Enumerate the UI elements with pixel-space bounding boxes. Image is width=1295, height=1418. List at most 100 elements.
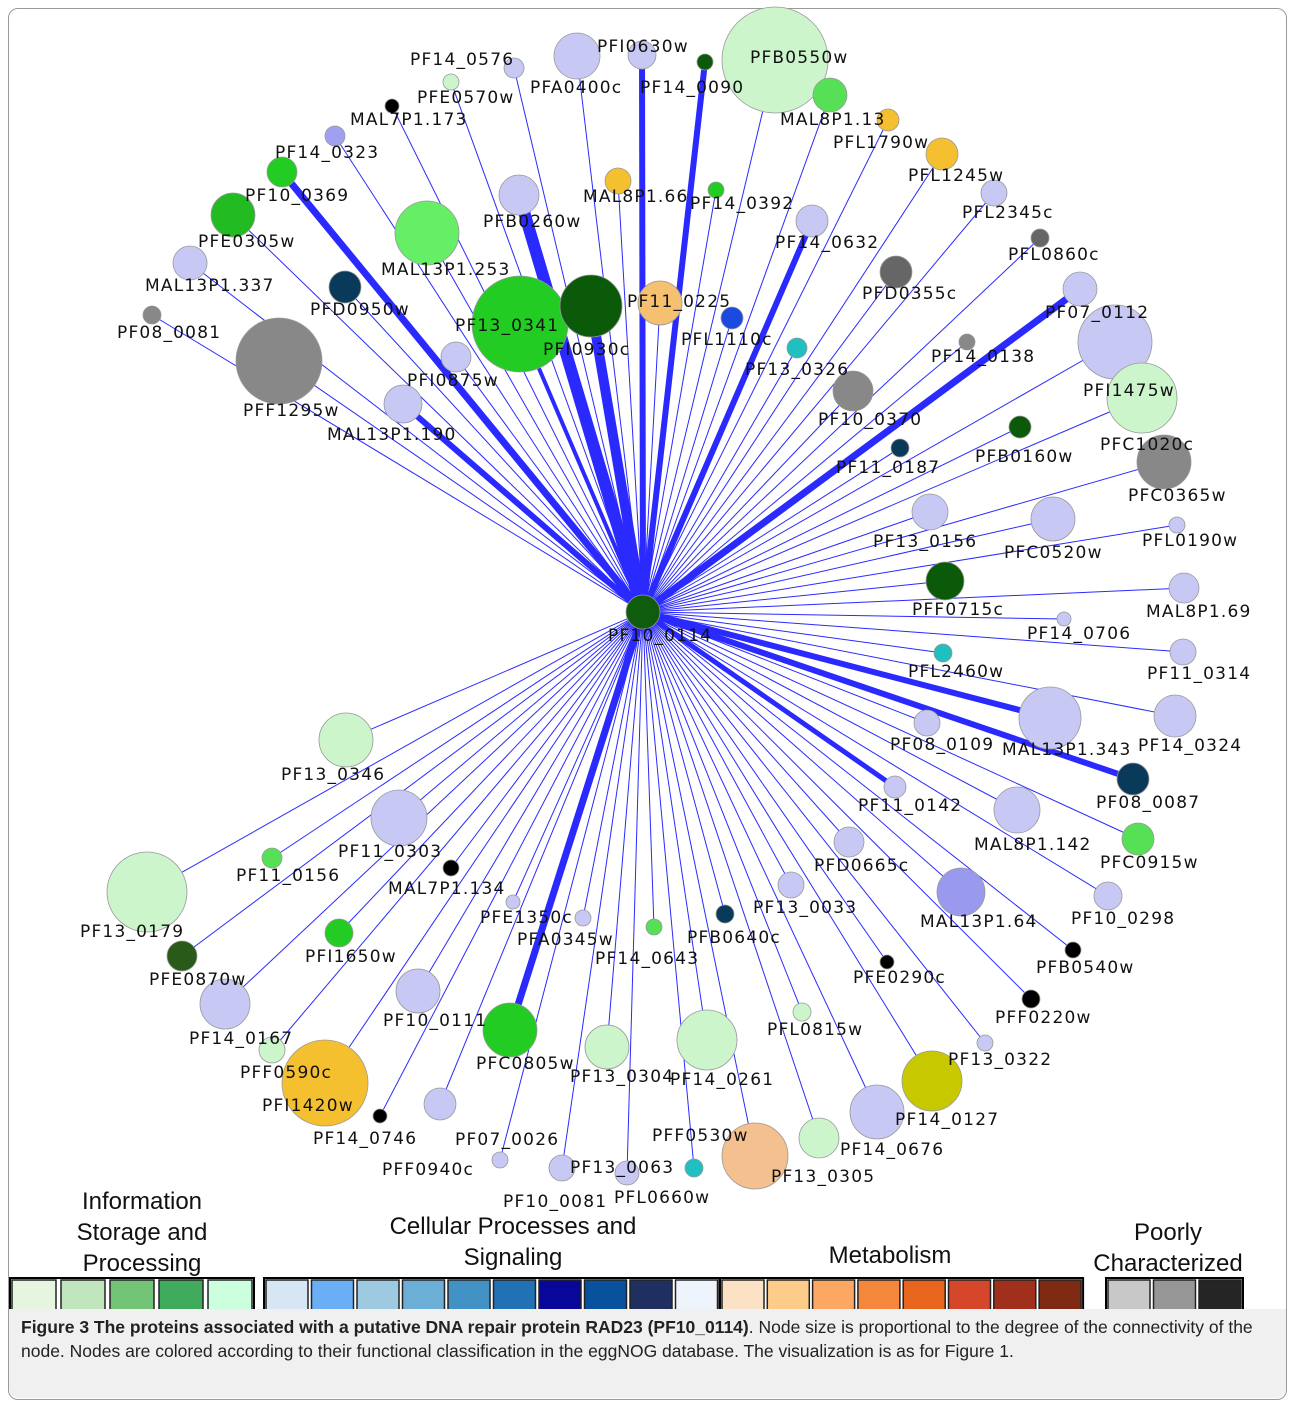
node-label: MAL13P1.337 (145, 276, 275, 296)
edge (398, 611, 644, 819)
node-label: PF14_0138 (931, 347, 1035, 367)
node (883, 775, 907, 799)
node-label: PFL1110c (681, 330, 773, 350)
legend-title: Information Storage and Processing (76, 1188, 208, 1277)
node-label: PF13_0346 (281, 765, 385, 785)
edge (642, 611, 850, 843)
edge (642, 611, 1018, 811)
node (720, 306, 744, 330)
edge (642, 611, 888, 963)
node-label: PF13_0033 (753, 898, 857, 918)
node-label: PF14_0746 (313, 1129, 417, 1149)
edge (642, 461, 1165, 613)
edge (642, 426, 1021, 613)
node (792, 1002, 812, 1022)
node (604, 167, 632, 195)
node-label: PFI0630w (597, 37, 689, 57)
edge (642, 611, 1139, 840)
edge (401, 401, 645, 615)
node (384, 98, 400, 114)
node-label: MAL13P1.190 (327, 425, 457, 445)
node-label: PF14_0261 (670, 1070, 774, 1090)
node (1018, 686, 1082, 750)
edge (232, 214, 644, 613)
node (980, 179, 1008, 207)
node (721, 1122, 789, 1190)
node-label: PFA0345w (517, 930, 614, 950)
node-label: PF11_0142 (858, 796, 962, 816)
node-label: PFL0190w (1142, 531, 1238, 551)
node (261, 847, 283, 869)
node-label: PFF0220w (995, 1008, 1092, 1028)
node-label: PF14_0676 (840, 1140, 944, 1160)
edge (642, 59, 776, 613)
node-label: PF14_0643 (595, 949, 699, 969)
node (324, 125, 346, 147)
caption-text: . Node size is proportional to the degre… (21, 1317, 1253, 1361)
node (925, 561, 965, 601)
edge (641, 609, 897, 790)
edge (518, 323, 645, 613)
edge (345, 611, 644, 741)
edge (642, 94, 831, 613)
node-label: PF13_0179 (80, 922, 184, 942)
node-label: PFF0715c (912, 600, 1004, 620)
node (833, 826, 865, 858)
edge (642, 611, 820, 1139)
edge (506, 610, 647, 1032)
node-label: PF13_0304 (570, 1067, 674, 1087)
node (1136, 434, 1192, 490)
node (423, 1087, 457, 1121)
edge (642, 611, 803, 1013)
edge (642, 611, 944, 654)
edge (642, 341, 1116, 613)
node-label: MAL8P1.13 (780, 110, 886, 130)
node (503, 57, 525, 79)
edge (642, 611, 878, 1113)
node (798, 1117, 840, 1159)
edge (642, 192, 995, 613)
edge (224, 611, 644, 1005)
node (890, 438, 910, 458)
node-label: PFF0940c (382, 1160, 474, 1180)
edge (626, 611, 644, 1174)
nodes (106, 6, 1200, 1190)
node (832, 370, 874, 412)
legend-title: Cellular Processes and Signaling (389, 1213, 637, 1271)
node (1116, 762, 1150, 796)
edge (344, 286, 644, 613)
node (812, 77, 848, 113)
node (696, 53, 714, 71)
edge (642, 611, 1109, 897)
node (235, 317, 323, 405)
node (559, 274, 623, 338)
node-label: PF14_0323 (275, 143, 379, 163)
node (1168, 516, 1186, 534)
node-label: PF14_0127 (895, 1110, 999, 1130)
node (328, 270, 362, 304)
edge (642, 611, 792, 886)
node (645, 918, 663, 936)
node-label: PF13_0322 (948, 1050, 1052, 1070)
node-label: PF11_0225 (627, 292, 731, 312)
edge (642, 580, 946, 613)
edge (640, 219, 815, 614)
edge (617, 180, 644, 613)
node-label: MAL8P1.69 (1146, 602, 1252, 622)
edge (642, 611, 726, 915)
node (324, 918, 354, 948)
edge (642, 271, 897, 613)
node-label: PF14_0392 (690, 194, 794, 214)
node (913, 709, 941, 737)
node (911, 493, 949, 531)
node-label: PFF1295w (243, 401, 340, 421)
node-label: PFL2460w (908, 662, 1004, 682)
edge (642, 153, 943, 613)
edge (151, 314, 644, 613)
node (318, 712, 374, 768)
edge (561, 611, 644, 1169)
caption: Figure 3 The proteins associated with a … (9, 1309, 1286, 1398)
node-label: MAL13P1.253 (381, 260, 511, 280)
edge (513, 193, 649, 614)
node-label: PFE1350c (480, 908, 573, 928)
